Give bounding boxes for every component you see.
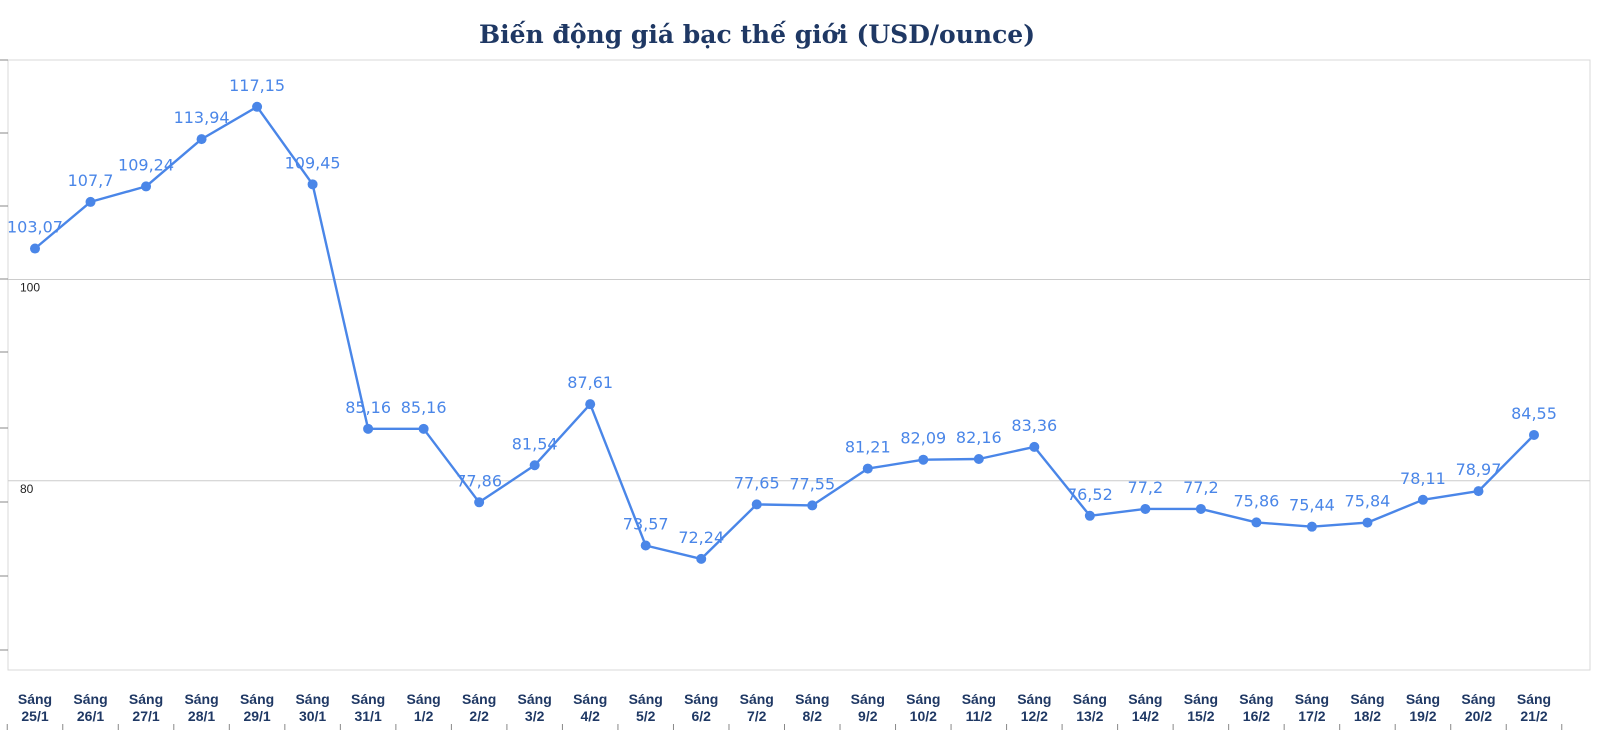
- y-tick-label: 100: [20, 280, 40, 294]
- data-label: 84,55: [1511, 404, 1557, 423]
- data-point: [418, 423, 429, 434]
- data-label: 83,36: [1011, 416, 1057, 435]
- data-point: [474, 497, 485, 508]
- x-tick-label: Sáng 14/2: [1128, 691, 1162, 724]
- data-label: 117,15: [229, 76, 285, 95]
- data-label: 75,84: [1345, 492, 1391, 511]
- data-point: [973, 454, 984, 465]
- series-line-silver-price: [34, 105, 1535, 561]
- x-tick-label: Sáng 1/2: [407, 691, 441, 724]
- data-label: 77,2: [1183, 478, 1219, 497]
- x-tick-label: Sáng 28/1: [184, 691, 218, 724]
- data-label: 72,24: [678, 528, 724, 547]
- x-tick-label: Sáng 27/1: [129, 691, 163, 724]
- data-point: [751, 499, 762, 510]
- data-point: [30, 243, 40, 254]
- x-tick-label: Sáng 25/1: [18, 691, 52, 724]
- data-label: 82,16: [956, 428, 1002, 447]
- x-tick-label: Sáng 7/2: [740, 691, 774, 724]
- data-label: 109,45: [285, 153, 341, 172]
- data-point: [585, 399, 596, 410]
- data-label: 77,2: [1128, 478, 1164, 497]
- data-label: 109,24: [118, 155, 174, 174]
- data-label: 85,16: [401, 398, 447, 417]
- x-tick-label: Sáng 4/2: [573, 691, 607, 724]
- x-tick-label: Sáng 26/1: [73, 691, 107, 724]
- data-label: 78,97: [1456, 460, 1502, 479]
- x-tick-label: Sáng 10/2: [906, 691, 940, 724]
- data-label: 113,94: [174, 108, 230, 127]
- data-label: 75,86: [1234, 491, 1280, 510]
- data-point: [1029, 441, 1040, 452]
- x-tick-label: Sáng 29/1: [240, 691, 274, 724]
- data-label: 77,55: [789, 474, 835, 493]
- data-point: [1140, 503, 1151, 514]
- data-point: [1251, 517, 1262, 528]
- data-point: [85, 196, 96, 207]
- data-point: [1417, 494, 1428, 505]
- data-point: [529, 460, 540, 471]
- x-tick-label: Sáng 20/2: [1461, 691, 1495, 724]
- x-tick-label: Sáng 13/2: [1073, 691, 1107, 724]
- data-point: [1529, 429, 1539, 440]
- data-point: [807, 500, 818, 511]
- plot-frame: [7, 59, 1591, 671]
- chart-title: Biến động giá bạc thế giới (USD/ounce): [479, 20, 1035, 49]
- data-label: 85,16: [345, 398, 391, 417]
- data-point: [141, 181, 152, 192]
- y-tick-label: 80: [20, 482, 34, 496]
- x-tick-label: Sáng 12/2: [1017, 691, 1051, 724]
- data-point: [1473, 486, 1484, 497]
- x-tick-label: Sáng 21/2: [1517, 691, 1551, 724]
- x-tick-label: Sáng 18/2: [1350, 691, 1384, 724]
- x-tick-label: Sáng 2/2: [462, 691, 496, 724]
- data-point: [1195, 503, 1206, 514]
- data-label: 77,86: [456, 471, 502, 490]
- x-tick-label: Sáng 11/2: [962, 691, 996, 724]
- data-label: 81,54: [512, 434, 558, 453]
- data-label: 103,07: [7, 218, 63, 237]
- data-label: 73,57: [623, 514, 669, 533]
- data-point: [696, 553, 707, 564]
- x-tick-label: Sáng 8/2: [795, 691, 829, 724]
- x-tick-label: Sáng 17/2: [1295, 691, 1329, 724]
- data-point: [307, 179, 318, 190]
- x-tick-label: Sáng 31/1: [351, 691, 385, 724]
- data-point: [1084, 510, 1095, 521]
- data-label: 77,65: [734, 473, 780, 492]
- data-point: [1306, 521, 1317, 532]
- data-point: [196, 134, 207, 145]
- x-tick-label: Sáng 9/2: [851, 691, 885, 724]
- data-label: 75,44: [1289, 496, 1335, 515]
- x-tick-label: Sáng 3/2: [518, 691, 552, 724]
- data-point: [918, 454, 929, 465]
- data-label: 107,7: [68, 171, 114, 190]
- data-point: [640, 540, 651, 551]
- data-label: 82,09: [900, 429, 946, 448]
- data-point: [363, 423, 374, 434]
- data-label: 76,52: [1067, 485, 1113, 504]
- x-tick-label: Sáng 5/2: [629, 691, 663, 724]
- x-tick-label: Sáng 30/1: [295, 691, 329, 724]
- x-tick-label: Sáng 6/2: [684, 691, 718, 724]
- data-point: [1362, 517, 1373, 528]
- data-label: 87,61: [567, 373, 613, 392]
- x-tick-label: Sáng 19/2: [1406, 691, 1440, 724]
- data-point: [252, 101, 263, 112]
- x-tick-label: Sáng 15/2: [1184, 691, 1218, 724]
- data-point: [862, 463, 873, 474]
- data-label: 78,11: [1400, 469, 1446, 488]
- data-label: 81,21: [845, 438, 891, 457]
- x-tick-label: Sáng 16/2: [1239, 691, 1273, 724]
